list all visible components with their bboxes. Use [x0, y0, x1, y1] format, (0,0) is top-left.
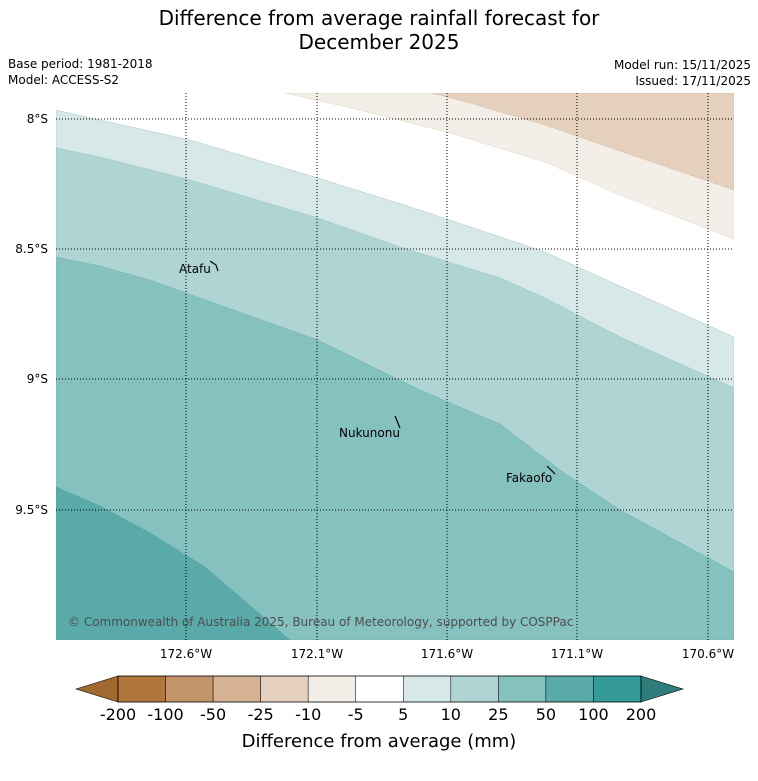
place-label-fakaofo: Fakaofo	[506, 471, 552, 485]
colorbar-tick-label: -25	[248, 705, 274, 724]
colorbar-tick-label: 200	[626, 705, 657, 724]
lon-label: 171.6°W	[421, 647, 473, 661]
title-line-1: Difference from average rainfall forecas…	[158, 6, 600, 30]
copyright-notice: © Commonwealth of Australia 2025, Bureau…	[68, 615, 573, 629]
band-minus-10-to-minus-25	[431, 93, 734, 191]
colorbar-tick-label: 50	[536, 705, 556, 724]
lat-labels: 8°S 8.5°S 9°S 9.5°S	[15, 112, 48, 517]
map-area	[56, 93, 734, 640]
lon-label: 172.6°W	[160, 647, 212, 661]
colorbar-cell	[450, 675, 499, 703]
lat-label: 8°S	[27, 112, 48, 126]
islands	[209, 260, 556, 475]
colorbar-tick-label: -200	[100, 705, 136, 724]
lon-labels: 172.6°W 172.1°W 171.6°W 171.1°W 170.6°W	[160, 647, 734, 661]
issued-date: Issued: 17/11/2025	[635, 74, 751, 88]
colorbar-tick-label: 10	[441, 705, 461, 724]
colorbar-cell	[117, 675, 166, 703]
fakaofo-island	[546, 465, 556, 475]
band-25-to-50	[56, 256, 734, 640]
lon-label: 170.6°W	[682, 647, 734, 661]
lat-label: 9°S	[27, 372, 48, 386]
colorbar-cell	[593, 675, 642, 703]
place-label-atafu: Atafu	[179, 262, 211, 276]
colorbar-tick-label: -50	[200, 705, 226, 724]
lon-label: 172.1°W	[291, 647, 343, 661]
colorbar-cell	[403, 675, 452, 703]
map-title: Difference from average rainfall forecas…	[0, 6, 758, 54]
meta-right: Model run: 15/11/2025 Issued: 17/11/2025	[614, 57, 751, 89]
band-50-to-100	[56, 486, 291, 640]
model-run: Model run: 15/11/2025	[613, 58, 751, 72]
colorbar-cell	[498, 675, 547, 703]
colorbar-cell	[307, 675, 356, 703]
colorbar-tick-label: -100	[147, 705, 183, 724]
nukunonu-island	[394, 415, 401, 429]
atafu-island	[209, 260, 219, 272]
lat-label: 8.5°S	[15, 242, 48, 256]
base-period: Base period: 1981-2018	[8, 57, 153, 71]
colorbar-cell	[212, 675, 261, 703]
graticule	[56, 93, 734, 640]
title-line-2: December 2025	[298, 30, 460, 54]
colorbar-frame	[117, 675, 642, 703]
colorbar-tick-label: 5	[398, 705, 408, 724]
colorbar-tick-label: -5	[348, 705, 364, 724]
lon-label: 171.1°W	[551, 647, 603, 661]
colorbar-title: Difference from average (mm)	[242, 731, 517, 752]
colorbar-tick-label: 100	[578, 705, 609, 724]
colorbar-extend-low	[74, 675, 119, 703]
colorbar-tick-label: -10	[295, 705, 321, 724]
colorbar-cell	[355, 675, 404, 703]
colorbar: -200 -100 -50 -25 -10 -5 5 10 25 50 100 200	[74, 675, 685, 724]
colorbar-tick-label: 25	[488, 705, 508, 724]
meta-left: Base period: 1981-2018 Model: ACCESS-S2	[8, 56, 153, 88]
colorbar-cell	[165, 675, 214, 703]
colorbar-cell	[545, 675, 594, 703]
place-label-nukunonu: Nukunonu	[339, 426, 400, 440]
lat-label: 9.5°S	[15, 503, 48, 517]
model-name: Model: ACCESS-S2	[8, 73, 120, 87]
colorbar-cell	[260, 675, 309, 703]
colorbar-extend-high	[640, 675, 685, 703]
